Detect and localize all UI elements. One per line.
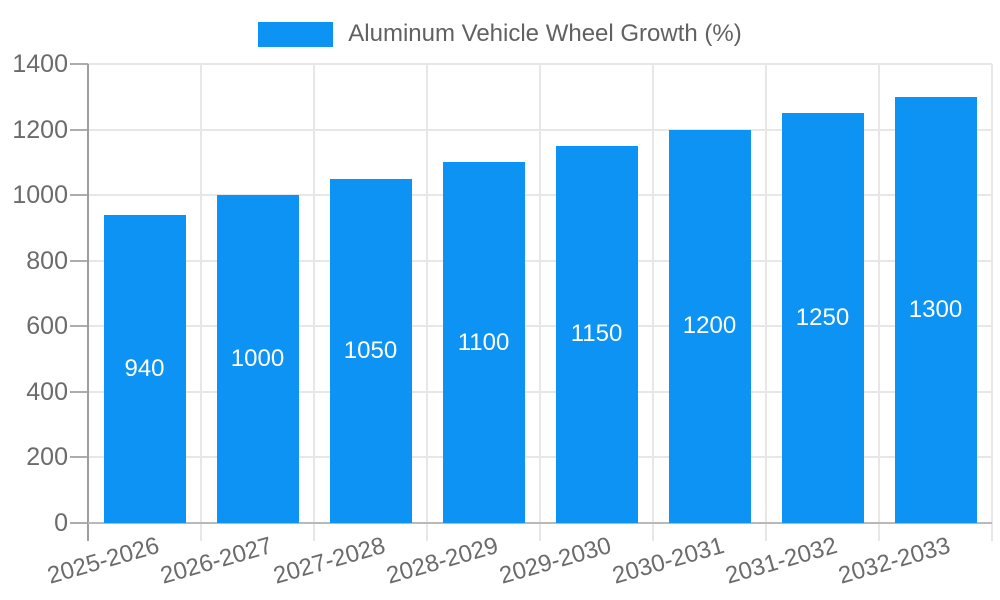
- x-tick-label: 2027-2028: [270, 532, 388, 590]
- y-tick: [70, 456, 88, 459]
- bar[interactable]: [781, 113, 864, 523]
- y-tick-label: 400: [26, 377, 68, 406]
- x-tick-label: 2029-2030: [496, 532, 614, 590]
- x-gridline: [200, 64, 202, 541]
- bar[interactable]: [103, 214, 186, 523]
- legend-label: Aluminum Vehicle Wheel Growth (%): [348, 20, 742, 47]
- y-tick-label: 1200: [12, 115, 68, 144]
- bar-value-label: 1250: [795, 304, 850, 332]
- bar-value-label: 1200: [682, 312, 737, 340]
- y-tick: [70, 325, 88, 328]
- bar[interactable]: [555, 145, 638, 523]
- x-gridline: [426, 64, 428, 541]
- x-gridline: [539, 64, 541, 541]
- y-tick: [70, 390, 88, 393]
- y-tick-label: 1000: [12, 181, 68, 210]
- bar[interactable]: [442, 162, 525, 523]
- x-gridline: [765, 64, 767, 541]
- bar-value-label: 1150: [570, 320, 623, 348]
- bar-value-label: 1100: [457, 328, 510, 356]
- x-gridline: [878, 64, 880, 541]
- y-tick-label: 800: [26, 246, 68, 275]
- bar[interactable]: [668, 129, 751, 523]
- x-tick-label: 2028-2029: [383, 532, 501, 590]
- bar[interactable]: [216, 195, 299, 523]
- y-tick: [70, 259, 88, 262]
- bar-value-label: 1300: [908, 295, 963, 323]
- x-tick-label: 2026-2027: [157, 532, 275, 590]
- legend[interactable]: Aluminum Vehicle Wheel Growth (%): [0, 19, 1000, 49]
- bar[interactable]: [894, 96, 977, 523]
- bar[interactable]: [329, 178, 412, 523]
- y-tick: [70, 128, 88, 131]
- x-axis-line: [88, 522, 992, 524]
- x-tick-label: 2025-2026: [44, 532, 162, 590]
- y-tick-label: 0: [54, 509, 68, 537]
- x-gridline: [652, 64, 654, 541]
- x-tick-label: 2032-2033: [835, 532, 953, 590]
- x-gridline: [991, 64, 993, 541]
- bar-value-label: 1000: [230, 345, 285, 373]
- y-tick-label: 200: [26, 443, 68, 472]
- x-gridline: [313, 64, 315, 541]
- y-tick: [70, 522, 88, 524]
- x-tick-label: 2030-2031: [609, 532, 727, 590]
- y-axis-line: [87, 64, 89, 541]
- bar-value-label: 940: [124, 354, 165, 382]
- y-tick: [70, 63, 88, 65]
- bar-value-label: 1050: [343, 336, 398, 364]
- y-tick: [70, 194, 88, 197]
- x-tick-label: 2031-2032: [722, 532, 840, 590]
- legend-swatch: [258, 21, 334, 47]
- y-tick-label: 1400: [12, 50, 68, 78]
- y-tick-label: 600: [26, 312, 68, 341]
